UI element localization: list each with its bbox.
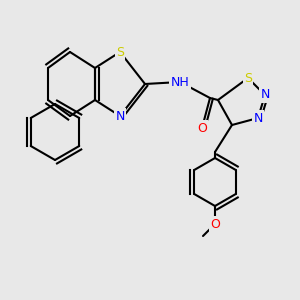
Text: N: N	[260, 88, 270, 101]
Text: O: O	[197, 122, 207, 134]
Text: S: S	[116, 46, 124, 59]
Text: O: O	[210, 218, 220, 230]
Text: N: N	[253, 112, 263, 124]
Text: S: S	[244, 71, 252, 85]
Text: NH: NH	[171, 76, 189, 88]
Text: N: N	[115, 110, 125, 122]
